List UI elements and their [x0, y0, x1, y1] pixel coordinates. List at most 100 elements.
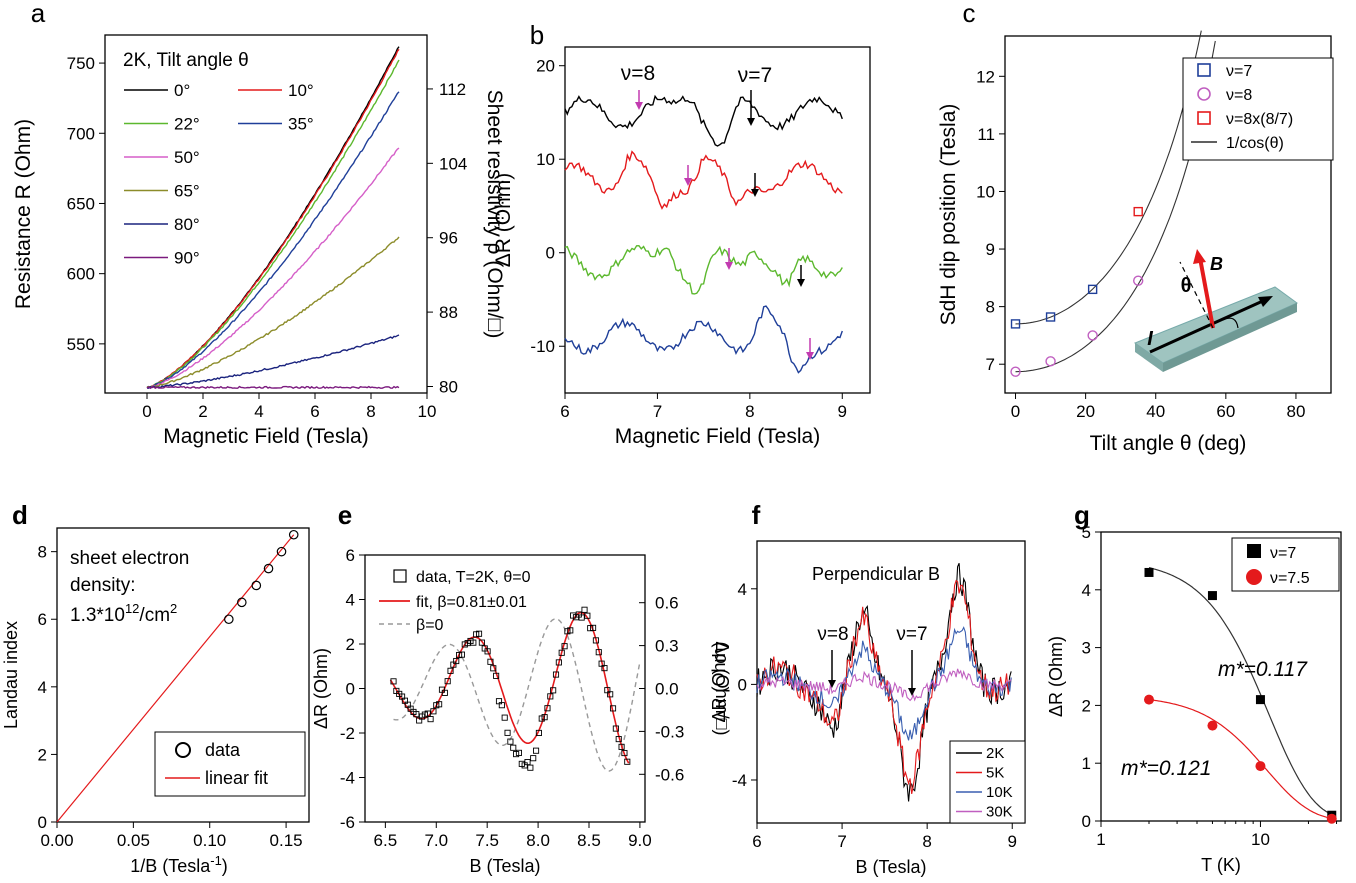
x-axis-label-sup: -1: [210, 853, 222, 868]
y-tick-label: 4: [346, 591, 355, 610]
legend-label: ν=8: [1226, 87, 1252, 104]
data-point: [530, 755, 537, 762]
note-part: /cm: [139, 605, 170, 626]
y-tick-label: 2: [346, 635, 355, 654]
y2-tick-label: 0.3: [655, 637, 679, 656]
fit-curve-0: [1015, 30, 1202, 325]
legend-label: 65°: [174, 182, 200, 201]
data-point: [501, 714, 508, 721]
inset-label-I: I: [1147, 328, 1153, 350]
legend-label: linear fit: [205, 768, 268, 788]
x-axis-label: B (Tesla): [855, 857, 926, 877]
beta0-curve: [393, 618, 641, 772]
data-point: [609, 705, 617, 712]
y-tick-label: 1: [1082, 754, 1091, 773]
x-tick-label: 0.15: [270, 831, 303, 850]
y2-tick-label: 104: [439, 154, 467, 173]
data-point: [621, 749, 628, 757]
x-axis-label: Magnetic Field (Tesla): [163, 425, 368, 448]
panel-d-frame: [56, 527, 310, 823]
series-line-5: [146, 236, 400, 388]
series-line-1: [146, 48, 400, 389]
x-tick-label: 8.5: [577, 831, 601, 850]
data-point: [1255, 761, 1266, 772]
y2-axis-label: Δρ (Ohm/□): [712, 641, 732, 735]
data-point: [1010, 366, 1021, 377]
legend-label: 22°: [174, 115, 200, 134]
x-tick-label: 10: [1251, 830, 1270, 849]
legend-symbol: [1197, 111, 1211, 125]
arrow-head: [751, 189, 759, 197]
arrow-head: [828, 680, 836, 688]
series-line-3: [564, 305, 843, 374]
data-point: [1255, 695, 1265, 705]
y-tick-label: 20: [536, 57, 555, 76]
arrow-head: [725, 262, 733, 270]
data-point: [581, 606, 588, 613]
legend-label: ν=7: [1270, 545, 1296, 562]
data-point: [1207, 591, 1217, 601]
series-line-3: [146, 91, 400, 389]
arrow-head: [806, 352, 814, 360]
data-point: [441, 689, 448, 696]
y2-tick-label: 112: [439, 80, 466, 99]
data-point: [558, 649, 565, 656]
panel-letter-g: g: [1074, 500, 1090, 530]
fit-line: [56, 534, 295, 823]
series-line-4: [146, 147, 400, 389]
series-line-2: [564, 244, 843, 295]
y-tick-label: 0: [1082, 812, 1091, 831]
series-line-2: [146, 59, 400, 389]
legend-label: ν=7.5: [1270, 570, 1310, 587]
x-axis-label-close: ): [222, 856, 228, 876]
data-point: [515, 749, 522, 756]
y-tick-label: -4: [340, 769, 355, 788]
x-tick-label: 2: [198, 402, 207, 421]
data-point: [490, 665, 497, 672]
annotation-m-121: m*=0.121: [1121, 757, 1211, 780]
annotation-nu8: ν=8: [817, 624, 848, 645]
y-axis-label: Resistance R (Ohm): [12, 119, 35, 309]
current-arrow-head: [1258, 296, 1273, 307]
y-tick-label: -10: [530, 337, 555, 356]
data-point: [224, 614, 234, 625]
panel-letter-e: e: [338, 500, 352, 530]
x-tick-label: 6: [310, 402, 319, 421]
y-tick-label: 0: [346, 680, 355, 699]
x-tick-label: 20: [1076, 402, 1095, 421]
y-tick-label: 4: [738, 580, 747, 599]
arrow-head: [908, 688, 916, 696]
series-line-2: [756, 626, 1012, 741]
y2-tick-label: -0.3: [655, 722, 684, 741]
y-axis-label: SdH dip position (Tesla): [937, 104, 960, 326]
data-point: [561, 643, 568, 650]
inset-label-B: B: [1210, 254, 1223, 274]
data-point: [498, 702, 505, 709]
data-point: [1144, 694, 1154, 705]
arrow-head: [797, 279, 805, 287]
legend-label: 90°: [174, 249, 200, 268]
x-axis-label-main: 1/B (Tesla: [130, 856, 211, 876]
data-point: [1207, 720, 1218, 731]
y-tick-label: 4: [38, 678, 47, 697]
y-axis-label: Landau index: [1, 621, 21, 729]
y-tick-label: 700: [67, 124, 95, 143]
data-point: [276, 546, 287, 557]
data-point: [475, 630, 483, 637]
y-tick-label: 4: [1082, 581, 1091, 600]
y2-tick-label: -0.6: [655, 765, 684, 784]
y-tick-label: -2: [340, 724, 355, 743]
x-tick-label: 6.5: [374, 831, 398, 850]
y-tick-label: 8: [986, 298, 995, 317]
panel-f-frame: [756, 540, 1026, 824]
x-tick-label: 9.0: [628, 831, 652, 850]
y2-tick-label: 88: [439, 303, 458, 322]
series-line-1: [564, 150, 843, 210]
x-axis-label: Tilt angle θ (deg): [1090, 432, 1247, 455]
sample-slab-top: [1133, 286, 1298, 364]
legend-label: ν=8x(8/7): [1226, 111, 1293, 128]
data-point: [484, 648, 491, 655]
y-tick-label: 3: [1082, 639, 1091, 658]
data-point: [1133, 275, 1144, 286]
